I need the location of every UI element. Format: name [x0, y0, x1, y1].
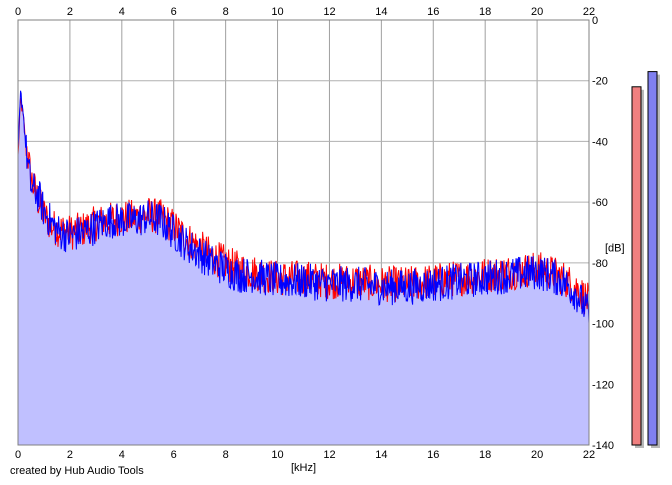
x-tick-top-0: 0 — [15, 6, 21, 18]
level-meter-1 — [647, 71, 658, 446]
x-tick-bottom-8: 16 — [427, 449, 439, 461]
y-tick-3: -60 — [592, 197, 608, 209]
plot-frame — [17, 19, 590, 446]
x-tick-top-7: 14 — [375, 6, 387, 18]
x-tick-top-9: 18 — [479, 6, 491, 18]
x-tick-top-6: 12 — [323, 6, 335, 18]
x-tick-top-11: 22 — [583, 6, 595, 18]
x-axis-label: [kHz] — [291, 462, 316, 474]
x-tick-labels-top: 0 2 4 6 8 10 12 14 16 18 20 22 — [15, 6, 595, 18]
y-tick-6: -120 — [592, 379, 614, 391]
x-tick-labels-bottom: 0 2 4 6 8 10 12 14 16 18 20 22 — [15, 449, 595, 461]
y-tick-0: 0 — [592, 15, 598, 27]
x-tick-top-1: 2 — [67, 6, 73, 18]
y-axis-label: [dB] — [605, 243, 625, 255]
x-tick-bottom-6: 12 — [323, 449, 335, 461]
credit-text: created by Hub Audio Tools — [10, 465, 144, 477]
x-tick-bottom-5: 10 — [271, 449, 283, 461]
x-tick-bottom-9: 18 — [479, 449, 491, 461]
x-tick-bottom-1: 2 — [67, 449, 73, 461]
level-meter-0 — [631, 86, 642, 446]
level-meters — [631, 71, 660, 449]
x-tick-top-5: 10 — [271, 6, 283, 18]
y-tick-labels: 0 -20 -40 -60 -80 -100 -120 -140 — [592, 15, 614, 452]
y-tick-2: -40 — [592, 136, 608, 148]
y-tick-4: -80 — [592, 258, 608, 270]
y-tick-7: -140 — [592, 440, 614, 452]
y-tick-1: -20 — [592, 76, 608, 88]
x-tick-bottom-11: 22 — [583, 449, 595, 461]
x-tick-bottom-0: 0 — [15, 449, 21, 461]
x-tick-bottom-7: 14 — [375, 449, 387, 461]
series-blue-line — [17, 90, 590, 324]
x-tick-bottom-10: 20 — [531, 449, 543, 461]
x-tick-bottom-2: 4 — [119, 449, 125, 461]
x-tick-top-3: 6 — [171, 6, 177, 18]
x-tick-top-8: 16 — [427, 6, 439, 18]
x-tick-top-10: 20 — [531, 6, 543, 18]
y-tick-5: -100 — [592, 319, 614, 331]
x-tick-top-2: 4 — [119, 6, 125, 18]
x-tick-top-4: 8 — [223, 6, 229, 18]
x-tick-bottom-4: 8 — [223, 449, 229, 461]
x-tick-bottom-3: 6 — [171, 449, 177, 461]
